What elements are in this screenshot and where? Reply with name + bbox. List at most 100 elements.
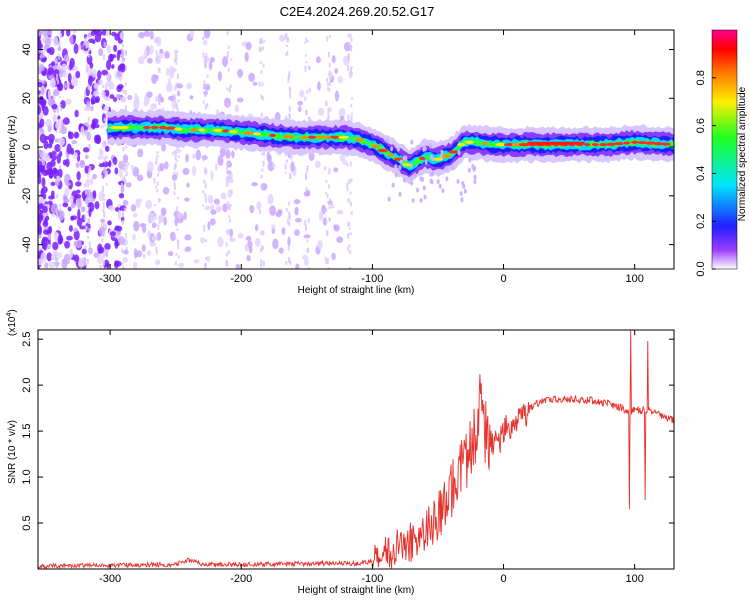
noise-streak [153,178,156,184]
ridge-hotspot [457,143,466,147]
noise-streak [286,50,289,54]
noise-streak [177,243,180,250]
noise-streak [204,62,207,69]
noise-streak [157,173,160,177]
noise-blob [93,82,99,90]
noise-blob [208,60,213,71]
snr-plot-area [38,330,674,569]
noise-streak [228,204,231,211]
noise-blob [142,253,146,260]
noise-blob [47,133,55,142]
noise-blob [149,30,154,40]
y-tick-label: -20 [21,188,33,204]
noise-blob [38,90,41,95]
noise-blob [200,237,206,244]
noise-streak [261,245,264,251]
noise-blob [150,103,157,110]
noise-blob [317,239,323,250]
noise-blob [185,153,189,163]
noise-streak [305,174,308,180]
noise-blob [203,39,208,46]
noise-blob [78,261,84,268]
noise-blob [83,106,91,112]
noise-blob [165,67,170,76]
noise-streak [228,218,231,223]
noise-streak [174,85,177,91]
noise-blob [297,106,302,113]
noise-streak [102,252,105,258]
noise-blob [65,182,71,187]
noise-streak [55,262,58,267]
noise-streak [55,130,58,134]
noise-streak [228,171,231,175]
noise-streak [101,92,104,95]
sideband-blob [451,165,455,171]
noise-blob [193,259,200,264]
noise-blob [48,138,54,145]
noise-streak [325,179,328,183]
ridge-hotspot [338,135,350,139]
noise-blob [75,239,82,249]
noise-streak [58,53,61,60]
noise-blob [38,215,43,221]
noise-streak [326,258,329,262]
noise-streak [122,90,125,94]
noise-streak [56,73,59,79]
noise-streak [225,166,228,171]
noise-blob [54,144,61,153]
y-tick-label: 2.0 [21,378,33,393]
noise-streak [59,33,62,39]
noise-streak [88,144,91,150]
noise-blob [70,202,76,209]
noise-blob [207,221,211,231]
noise-streak [88,188,91,193]
noise-blob [52,113,57,123]
noise-blob [147,212,155,223]
noise-streak [308,65,311,69]
noise-blob [76,217,83,227]
noise-streak [285,52,288,56]
noise-streak [123,175,126,178]
noise-blob [207,194,214,205]
noise-streak [287,74,290,80]
noise-streak [230,58,233,61]
noise-streak [84,38,87,44]
x-tick-label: -200 [230,573,252,585]
sideband-blob [396,146,400,152]
noise-streak [56,213,59,219]
noise-streak [326,260,329,265]
noise-streak [85,226,88,232]
noise-blob [303,234,311,239]
noise-blob [66,30,71,37]
sideband-blob [410,175,414,181]
ridge-hotspot [222,129,229,133]
noise-streak [226,176,229,180]
noise-blob [38,62,41,67]
noise-streak [328,168,331,175]
snr-y-axis-label: SNR (10 * v/v) [7,420,18,484]
noise-streak [225,242,228,247]
noise-streak [204,197,207,203]
noise-streak [87,116,90,122]
noise-blob [278,34,286,42]
noise-streak [125,65,128,72]
noise-streak [350,211,353,216]
noise-streak [328,206,331,210]
noise-blob [73,254,80,262]
noise-streak [105,96,108,99]
ridge-hotspot [150,125,159,130]
noise-streak [226,163,229,166]
noise-blob [44,216,50,221]
noise-blob [46,161,53,172]
sideband-blob [473,179,477,185]
noise-blob [44,262,49,269]
noise-streak [305,37,308,43]
noise-blob [53,68,60,79]
noise-blob [171,99,177,110]
x-tick-label: -100 [361,573,383,585]
noise-blob [98,246,105,254]
noise-streak [56,257,59,261]
noise-streak [155,50,158,53]
noise-blob [123,249,129,255]
